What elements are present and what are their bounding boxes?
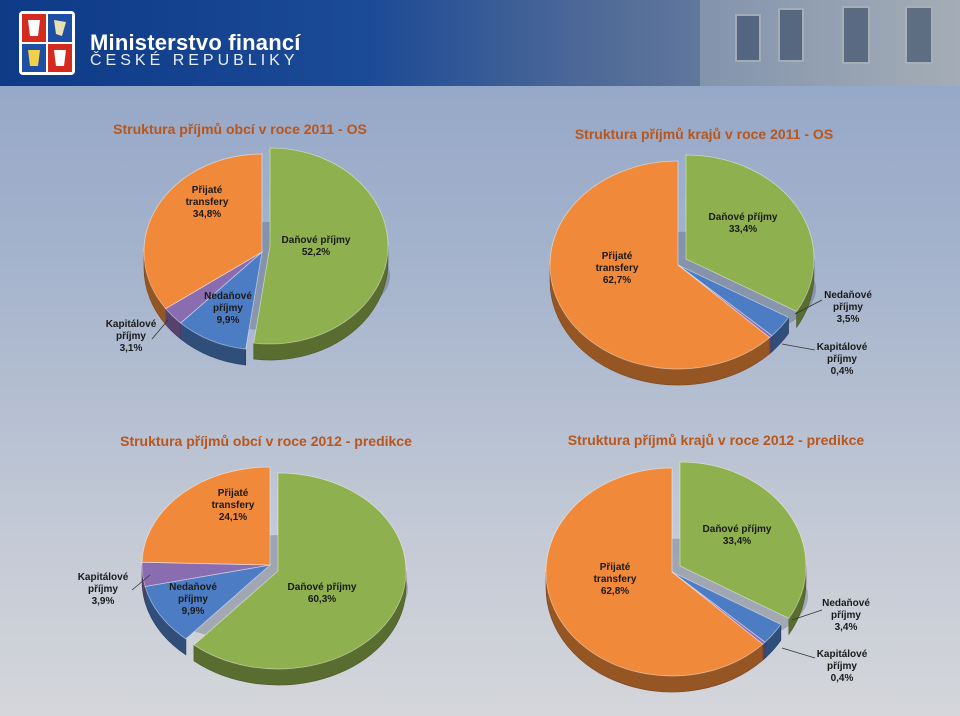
leader-line-kapitalove-prijmy [131,574,151,591]
building-window [842,6,870,64]
data-label-danove-prijmy: Daňové příjmy 33,4% [709,212,778,235]
data-label-prijate-transfery: Přijaté transfery 62,8% [594,562,637,597]
chart-title: Struktura příjmů krajů v roce 2012 - pre… [568,432,865,448]
pie-slice-prijate-transfery [143,153,263,310]
pie-slice-nedanove-prijmy [180,250,263,350]
pie-chart-obce-2011: Struktura příjmů obcí v roce 2011 - OS Da… [106,121,390,366]
pie-slice-nedanove-prijmy [144,564,272,640]
coat-of-arms-logo [19,11,75,75]
data-label-nedanove-prijmy: Nedaňové příjmy 3,5% [824,290,872,325]
building-window [905,6,933,64]
leader-line-kapitalove-prijmy [781,343,816,351]
pie-slice-danove-prijmy [679,461,807,619]
ministry-name: Ministerstvo financí [90,30,301,55]
pie-slice-prijate-transfery [141,466,271,566]
data-label-danove-prijmy: Daňové příjmy 60,3% [288,582,357,605]
data-label-prijate-transfery: Přijaté transfery 62,7% [596,251,639,286]
data-label-kapitalove-prijmy: Kapitálové příjmy 0,4% [817,342,868,377]
leader-line-kapitalove-prijmy [151,319,169,340]
data-label-danove-prijmy: Daňové příjmy 33,4% [703,524,772,547]
pie-slice-danove-prijmy [193,472,407,670]
data-label-prijate-transfery: Přijaté transfery 34,8% [186,185,229,220]
pie-chart-kraje-2012: Struktura příjmů krajů v roce 2012 - pre… [545,432,870,693]
pie-slice-prijate-transfery [545,467,764,677]
pie-chart-kraje-2011: Struktura příjmů krajů v roce 2011 - OS D… [549,126,872,386]
data-label-danove-prijmy: Daňové příjmy 52,2% [282,235,351,258]
data-label-nedanove-prijmy: Nedaňové příjmy 3,4% [822,598,870,633]
pie-slice-danove-prijmy [685,154,815,312]
chart-title: Struktura příjmů obcí v roce 2012 - pred… [120,433,412,449]
data-label-nedanove-prijmy: Nedaňové příjmy 9,9% [204,291,252,326]
chart-title: Struktura příjmů obcí v roce 2011 - OS [113,121,367,137]
data-label-kapitalove-prijmy: Kapitálové příjmy 3,1% [106,319,157,354]
pie-slice-danove-prijmy [253,147,389,345]
data-label-prijate-transfery: Přijaté transfery 24,1% [212,488,255,523]
data-label-nedanove-prijmy: Nedaňové příjmy 9,9% [169,582,217,617]
pie-slice-prijate-transfery [549,160,771,370]
ministry-country: ČESKÉ REPUBLIKY [90,52,299,69]
pie-side-kapitalove-prijmy [762,641,766,661]
pie-side-kapitalove-prijmy [769,335,773,355]
building-window [778,8,804,62]
leader-line-nedanove-prijmy [791,609,823,621]
leader-line-nedanove-prijmy [794,299,823,315]
charts-area: Struktura příjmů obcí v roce 2011 - OS Da… [78,121,872,693]
leader-line-kapitalove-prijmy [781,647,816,659]
data-label-kapitalove-prijmy: Kapitálové příjmy 3,9% [78,572,129,607]
building-window [735,14,761,62]
data-label-kapitalove-prijmy: Kapitálové příjmy 0,4% [817,649,868,684]
pie-chart-obce-2012: Struktura příjmů obcí v roce 2012 - pred… [78,433,412,686]
header-banner: Ministerstvo financí ČESKÉ REPUBLIKY [0,0,960,86]
chart-title: Struktura příjmů krajů v roce 2011 - OS [575,126,833,142]
